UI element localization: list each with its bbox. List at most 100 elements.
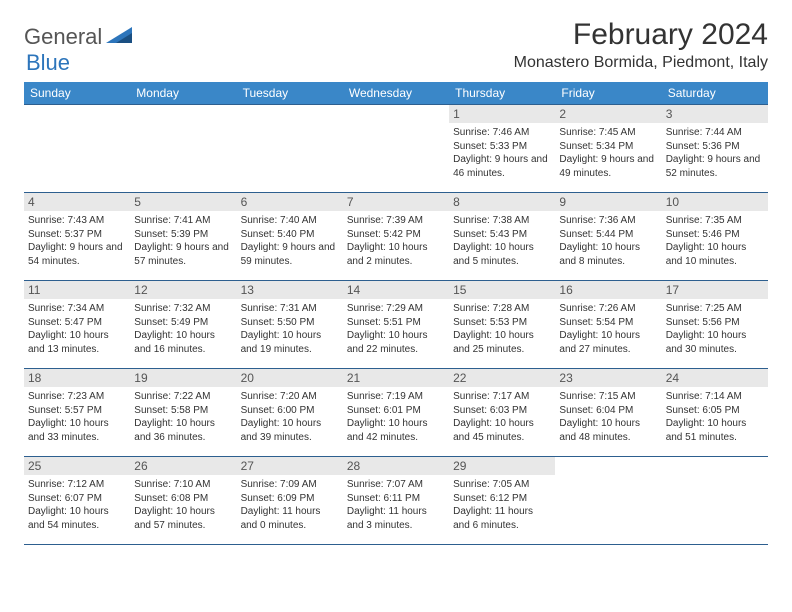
calendar-header-row: SundayMondayTuesdayWednesdayThursdayFrid… bbox=[24, 82, 768, 105]
calendar-cell: 17Sunrise: 7:25 AMSunset: 5:56 PMDayligh… bbox=[662, 281, 768, 369]
day-details: Sunrise: 7:25 AMSunset: 5:56 PMDaylight:… bbox=[666, 302, 764, 356]
day-number: 22 bbox=[449, 369, 555, 387]
day-number: 27 bbox=[237, 457, 343, 475]
calendar-cell: 20Sunrise: 7:20 AMSunset: 6:00 PMDayligh… bbox=[237, 369, 343, 457]
sunrise-line: Sunrise: 7:07 AM bbox=[347, 478, 445, 492]
calendar-cell: 18 Sunrise: 7:23 AMSunset: 5:57 PMDayligh… bbox=[24, 369, 130, 457]
day-details: Sunrise: 7:32 AMSunset: 5:49 PMDaylight:… bbox=[134, 302, 232, 356]
daylight-line: Daylight: 9 hours and 52 minutes. bbox=[666, 153, 764, 180]
daylight-line: Daylight: 10 hours and 10 minutes. bbox=[666, 241, 764, 268]
sunrise-line: Sunrise: 7:09 AM bbox=[241, 478, 339, 492]
sunset-line: Sunset: 5:54 PM bbox=[559, 316, 657, 330]
calendar-cell: 24Sunrise: 7:14 AMSunset: 6:05 PMDayligh… bbox=[662, 369, 768, 457]
day-details: Sunrise: 7:05 AMSunset: 6:12 PMDaylight:… bbox=[453, 478, 551, 532]
sunrise-line: Sunrise: 7:17 AM bbox=[453, 390, 551, 404]
title-block: February 2024 Monastero Bormida, Piedmon… bbox=[514, 18, 768, 72]
day-number: 19 bbox=[130, 369, 236, 387]
daylight-line: Daylight: 10 hours and 8 minutes. bbox=[559, 241, 657, 268]
day-details: Sunrise: 7:39 AMSunset: 5:42 PMDaylight:… bbox=[347, 214, 445, 268]
sunset-line: Sunset: 5:34 PM bbox=[559, 140, 657, 154]
day-number: 18 bbox=[24, 369, 130, 387]
sunrise-line: Sunrise: 7:44 AM bbox=[666, 126, 764, 140]
day-number: 3 bbox=[662, 105, 768, 123]
day-details: Sunrise: 7:23 AMSunset: 5:57 PMDaylight:… bbox=[28, 390, 126, 444]
day-details: Sunrise: 7:29 AMSunset: 5:51 PMDaylight:… bbox=[347, 302, 445, 356]
calendar-cell: 11Sunrise: 7:34 AMSunset: 5:47 PMDayligh… bbox=[24, 281, 130, 369]
daylight-line: Daylight: 11 hours and 3 minutes. bbox=[347, 505, 445, 532]
calendar-cell bbox=[130, 105, 236, 193]
sunrise-line: Sunrise: 7:38 AM bbox=[453, 214, 551, 228]
daylight-line: Daylight: 10 hours and 19 minutes. bbox=[241, 329, 339, 356]
sunrise-line: Sunrise: 7:43 AM bbox=[28, 214, 126, 228]
day-details: Sunrise: 7:14 AMSunset: 6:05 PMDaylight:… bbox=[666, 390, 764, 444]
sunset-line: Sunset: 5:42 PM bbox=[347, 228, 445, 242]
daylight-line: Daylight: 9 hours and 57 minutes. bbox=[134, 241, 232, 268]
sunset-line: Sunset: 5:50 PM bbox=[241, 316, 339, 330]
day-number: 4 bbox=[24, 193, 130, 211]
daylight-line: Daylight: 10 hours and 2 minutes. bbox=[347, 241, 445, 268]
sunset-line: Sunset: 6:00 PM bbox=[241, 404, 339, 418]
sunrise-line: Sunrise: 7:39 AM bbox=[347, 214, 445, 228]
sunset-line: Sunset: 5:57 PM bbox=[28, 404, 126, 418]
daylight-line: Daylight: 10 hours and 36 minutes. bbox=[134, 417, 232, 444]
sunset-line: Sunset: 6:11 PM bbox=[347, 492, 445, 506]
sunrise-line: Sunrise: 7:10 AM bbox=[134, 478, 232, 492]
daylight-line: Daylight: 10 hours and 39 minutes. bbox=[241, 417, 339, 444]
day-details: Sunrise: 7:22 AMSunset: 5:58 PMDaylight:… bbox=[134, 390, 232, 444]
calendar-cell: 3Sunrise: 7:44 AMSunset: 5:36 PMDaylight… bbox=[662, 105, 768, 193]
sunrise-line: Sunrise: 7:23 AM bbox=[28, 390, 126, 404]
daylight-line: Daylight: 9 hours and 59 minutes. bbox=[241, 241, 339, 268]
weekday-header: Thursday bbox=[449, 82, 555, 105]
day-number: 20 bbox=[237, 369, 343, 387]
day-number: 6 bbox=[237, 193, 343, 211]
sunset-line: Sunset: 6:09 PM bbox=[241, 492, 339, 506]
calendar-cell: 13Sunrise: 7:31 AMSunset: 5:50 PMDayligh… bbox=[237, 281, 343, 369]
day-details: Sunrise: 7:43 AMSunset: 5:37 PMDaylight:… bbox=[28, 214, 126, 268]
day-number: 1 bbox=[449, 105, 555, 123]
day-number: 7 bbox=[343, 193, 449, 211]
day-number: 16 bbox=[555, 281, 661, 299]
day-details: Sunrise: 7:40 AMSunset: 5:40 PMDaylight:… bbox=[241, 214, 339, 268]
daylight-line: Daylight: 10 hours and 57 minutes. bbox=[134, 505, 232, 532]
day-number: 5 bbox=[130, 193, 236, 211]
calendar-cell: 23Sunrise: 7:15 AMSunset: 6:04 PMDayligh… bbox=[555, 369, 661, 457]
logo-triangle-icon bbox=[106, 25, 134, 45]
calendar-cell: 27 Sunrise: 7:09 AMSunset: 6:09 PMDayligh… bbox=[237, 457, 343, 545]
sunset-line: Sunset: 5:37 PM bbox=[28, 228, 126, 242]
calendar-cell bbox=[662, 457, 768, 545]
sunrise-line: Sunrise: 7:19 AM bbox=[347, 390, 445, 404]
day-details: Sunrise: 7:31 AMSunset: 5:50 PMDaylight:… bbox=[241, 302, 339, 356]
daylight-line: Daylight: 10 hours and 45 minutes. bbox=[453, 417, 551, 444]
day-details: Sunrise: 7:38 AMSunset: 5:43 PMDaylight:… bbox=[453, 214, 551, 268]
weekday-header: Wednesday bbox=[343, 82, 449, 105]
calendar-cell: 22 Sunrise: 7:17 AMSunset: 6:03 PMDayligh… bbox=[449, 369, 555, 457]
sunset-line: Sunset: 5:44 PM bbox=[559, 228, 657, 242]
calendar-cell: 5Sunrise: 7:41 AMSunset: 5:39 PMDaylight… bbox=[130, 193, 236, 281]
day-details: Sunrise: 7:10 AMSunset: 6:08 PMDaylight:… bbox=[134, 478, 232, 532]
sunrise-line: Sunrise: 7:36 AM bbox=[559, 214, 657, 228]
calendar-cell: 16 Sunrise: 7:26 AMSunset: 5:54 PMDayligh… bbox=[555, 281, 661, 369]
sunrise-line: Sunrise: 7:22 AM bbox=[134, 390, 232, 404]
daylight-line: Daylight: 10 hours and 30 minutes. bbox=[666, 329, 764, 356]
sunset-line: Sunset: 6:04 PM bbox=[559, 404, 657, 418]
calendar-cell: 25Sunrise: 7:12 AMSunset: 6:07 PMDayligh… bbox=[24, 457, 130, 545]
day-details: Sunrise: 7:45 AMSunset: 5:34 PMDaylight:… bbox=[559, 126, 657, 180]
day-number: 15 bbox=[449, 281, 555, 299]
day-details: Sunrise: 7:17 AMSunset: 6:03 PMDaylight:… bbox=[453, 390, 551, 444]
daylight-line: Daylight: 10 hours and 51 minutes. bbox=[666, 417, 764, 444]
sunset-line: Sunset: 5:40 PM bbox=[241, 228, 339, 242]
calendar-cell: 21Sunrise: 7:19 AMSunset: 6:01 PMDayligh… bbox=[343, 369, 449, 457]
sunrise-line: Sunrise: 7:05 AM bbox=[453, 478, 551, 492]
day-number: 9 bbox=[555, 193, 661, 211]
day-details: Sunrise: 7:15 AMSunset: 6:04 PMDaylight:… bbox=[559, 390, 657, 444]
day-details: Sunrise: 7:26 AMSunset: 5:54 PMDaylight:… bbox=[559, 302, 657, 356]
sunrise-line: Sunrise: 7:28 AM bbox=[453, 302, 551, 316]
day-details: Sunrise: 7:09 AMSunset: 6:09 PMDaylight:… bbox=[241, 478, 339, 532]
sunrise-line: Sunrise: 7:12 AM bbox=[28, 478, 126, 492]
daylight-line: Daylight: 10 hours and 33 minutes. bbox=[28, 417, 126, 444]
calendar-cell: 9 Sunrise: 7:36 AMSunset: 5:44 PMDaylight… bbox=[555, 193, 661, 281]
calendar-cell: 4 Sunrise: 7:43 AMSunset: 5:37 PMDaylight… bbox=[24, 193, 130, 281]
sunrise-line: Sunrise: 7:41 AM bbox=[134, 214, 232, 228]
calendar-cell: 28Sunrise: 7:07 AMSunset: 6:11 PMDayligh… bbox=[343, 457, 449, 545]
sunset-line: Sunset: 6:05 PM bbox=[666, 404, 764, 418]
